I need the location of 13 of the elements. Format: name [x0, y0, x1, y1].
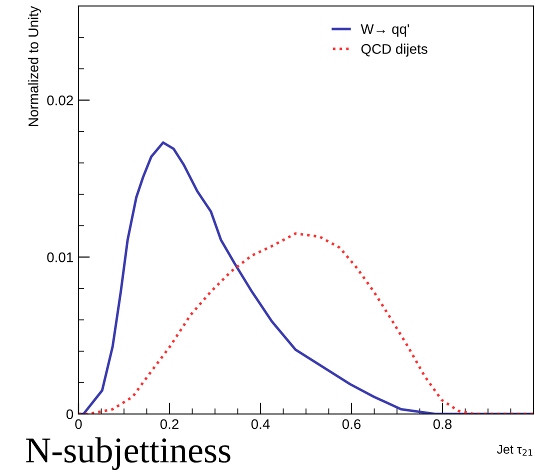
legend-label: QCD dijets — [361, 44, 428, 57]
y-tick-label: 0.01 — [47, 252, 73, 262]
legend-label: W→ qq' — [360, 24, 409, 37]
x-tick-label: 0 — [75, 419, 82, 430]
y-axis-title: Normalized to Unity — [28, 6, 42, 126]
y-tick-label: 0.02 — [47, 95, 73, 106]
x-tick-label: 0.8 — [433, 419, 452, 430]
x-axis-title: Jet τ$_{21}$ — [496, 445, 532, 456]
x-tick-label: 0.6 — [342, 419, 361, 430]
x-tick-label: 0.2 — [160, 419, 178, 430]
text: N-subjettiness — [26, 437, 230, 470]
y-tick-label: 0 — [66, 409, 74, 420]
x-tick-label: 0.4 — [251, 419, 270, 430]
